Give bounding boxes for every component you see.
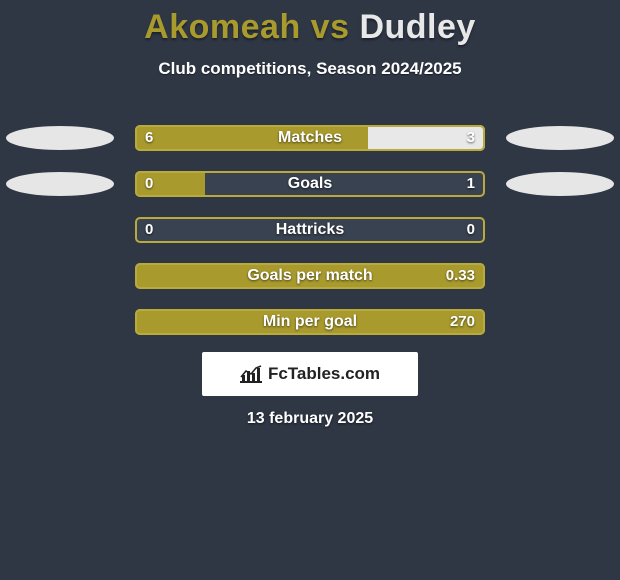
player2-name: Dudley [359,8,475,46]
stat-bar: 63Matches [135,125,485,151]
stat-row: 0.33Goals per match [0,258,620,304]
page-title: Akomeah vs Dudley [0,0,620,47]
date-text: 13 february 2025 [0,410,620,428]
stat-label: Hattricks [135,217,485,243]
comparison-infographic: Akomeah vs Dudley Club competitions, Sea… [0,0,620,580]
stat-row: 63Matches [0,120,620,166]
player2-ellipse [506,126,614,150]
stat-bar: 01Goals [135,171,485,197]
stat-row: 0 0Hattricks [0,212,620,258]
player2-ellipse [506,172,614,196]
bar-seg-left [135,125,368,151]
stat-rows: 63Matches01Goals00Hattricks0.33Goals per… [0,120,620,350]
bar-seg-left [135,309,485,335]
logo-text: FcTables.com [268,364,380,384]
stat-value-right: 1 [457,171,485,197]
stat-value-left: 6 [135,125,163,151]
subtitle: Club competitions, Season 2024/2025 [0,59,620,79]
stat-value-left: 0 [135,217,163,243]
stat-row: 01Goals [0,166,620,212]
stat-value-left [135,263,155,289]
logo-box: FcTables.com [202,352,418,396]
stat-value-right: 0.33 [436,263,485,289]
stat-bar: 0 0Hattricks [135,217,485,243]
bar-seg-left [135,263,485,289]
stat-value-right: 0 [457,217,485,243]
player1-ellipse [6,172,114,196]
stat-row: 270Min per goal [0,304,620,350]
barchart-icon [240,365,262,383]
stat-value-right: 270 [440,309,485,335]
vs-separator: vs [301,8,360,46]
stat-bar: 270Min per goal [135,309,485,335]
stat-value-right: 3 [457,125,485,151]
stat-value-left: 0 [135,171,163,197]
stat-bar: 0.33Goals per match [135,263,485,289]
stat-value-left [135,309,155,335]
player1-ellipse [6,126,114,150]
player1-name: Akomeah [144,8,301,46]
